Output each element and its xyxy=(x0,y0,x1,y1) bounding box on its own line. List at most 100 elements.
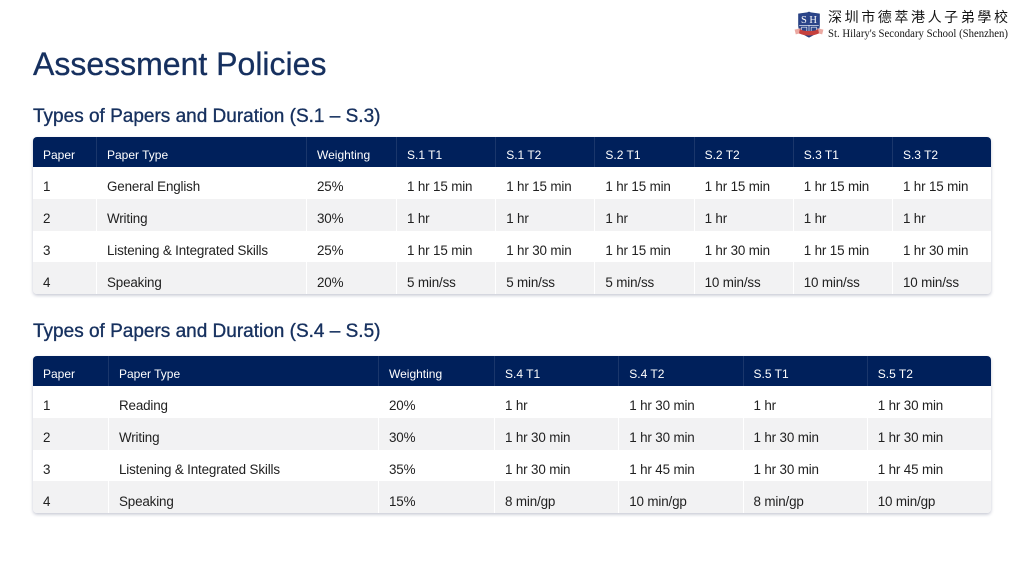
table-cell: 10 min/ss xyxy=(891,262,991,294)
school-name-english: St. Hilary's Secondary School (Shenzhen) xyxy=(828,25,1008,40)
table-cell: Reading xyxy=(108,386,378,418)
table-cell: 2 xyxy=(33,198,96,231)
table-cell: Speaking xyxy=(96,262,306,294)
table-row: 3 Listening & Integrated Skills 25% 1 hr 15… xyxy=(33,230,991,263)
table-cell: 1 hr 30 min xyxy=(494,417,619,450)
table-cell: 1 hr 15 min xyxy=(396,167,496,199)
table-cell: 3 xyxy=(33,230,96,263)
table-cell: 1 xyxy=(33,386,108,418)
table-cell: 1 hr xyxy=(693,198,793,231)
school-name-char: 德 xyxy=(877,11,892,26)
table-cell: 1 hr 30 min xyxy=(618,417,743,450)
school-name-char: 深 xyxy=(828,11,842,26)
table-header-row: Paper Paper Type Weighting S.4 T1 S.4 T2 S.5 … xyxy=(33,356,991,386)
papers-table-s4-s5: Paper Paper Type Weighting S.4 T1 S.4 T2 S.5 … xyxy=(33,356,991,513)
section-heading-s4-s5: Types of Papers and Duration (S.4 – S.5) xyxy=(33,320,381,342)
table-cell: 1 hr xyxy=(594,198,694,231)
table-cell: 1 xyxy=(33,167,96,199)
table-row: 2 Writing 30% 1 hr 30 min 1 hr 30 min 1 hr 30… xyxy=(33,417,991,450)
column-header: Paper xyxy=(33,356,108,386)
table-cell: 25% xyxy=(306,167,396,199)
table-row: 1 General English 25% 1 hr 15 min 1 hr 15 mi… xyxy=(33,167,991,199)
column-header: S.5 T2 xyxy=(866,356,991,386)
table-row: 3 Listening & Integrated Skills 35% 1 hr 30… xyxy=(33,449,991,482)
table-cell: 20% xyxy=(378,386,494,418)
table-cell: 1 hr 30 min xyxy=(618,386,743,418)
school-name-char: 弟 xyxy=(960,11,975,26)
table-header-row: Paper Paper Type Weighting S.1 T1 S.1 T2 S.2 … xyxy=(33,137,991,167)
table-cell: 1 hr 15 min xyxy=(396,230,496,263)
column-header: Weighting xyxy=(306,137,396,167)
table-cell: 8 min/gp xyxy=(742,481,867,513)
table-cell: 1 hr 15 min xyxy=(792,167,892,199)
school-name-char: 人 xyxy=(927,11,942,26)
table-cell: 1 hr 30 min xyxy=(495,230,595,263)
table-cell: 30% xyxy=(378,417,494,450)
school-name-char: 市 xyxy=(861,11,876,26)
column-header: S.2 T1 xyxy=(594,137,694,167)
school-name-char: 萃 xyxy=(894,11,909,26)
table-cell: Writing xyxy=(108,417,378,450)
crest-initials: S H xyxy=(801,15,817,26)
table-cell: 4 xyxy=(33,262,96,294)
table-row: 4 Speaking 20% 5 min/ss 5 min/ss 5 min/ss 10 m… xyxy=(33,262,991,294)
table-cell: 2 xyxy=(33,417,108,450)
table-cell: 1 hr 30 min xyxy=(866,386,991,418)
table-cell: Speaking xyxy=(108,481,378,513)
school-name-char: 校 xyxy=(993,11,1008,26)
table-cell: General English xyxy=(96,167,306,199)
school-name-chinese: 深圳市德萃港人子弟學校 xyxy=(828,10,1008,27)
table-cell: 1 hr xyxy=(494,386,619,418)
table-cell: 1 hr xyxy=(891,198,991,231)
papers-table-s1-s3: Paper Paper Type Weighting S.1 T1 S.1 T2 S.2 … xyxy=(33,137,991,294)
column-header: S.3 T1 xyxy=(792,137,892,167)
table-row: 1 Reading 20% 1 hr 1 hr 30 min 1 hr 1 hr 30 mi… xyxy=(33,386,991,418)
table-cell: 1 hr 15 min xyxy=(792,230,892,263)
table-cell: 1 hr xyxy=(495,198,595,231)
table-cell: 1 hr 15 min xyxy=(594,230,694,263)
table-cell: 1 hr 30 min xyxy=(866,417,991,450)
page-title: Assessment Policies xyxy=(33,45,327,82)
table-cell: 15% xyxy=(378,481,494,513)
table-cell: 1 hr 30 min xyxy=(891,230,991,263)
table-cell: 10 min/gp xyxy=(866,481,991,513)
table-cell: 1 hr 30 min xyxy=(742,449,867,482)
table-cell: 1 hr 15 min xyxy=(495,167,595,199)
table-cell: 10 min/ss xyxy=(693,262,793,294)
column-header: S.4 T2 xyxy=(618,356,743,386)
table-cell: Listening & Integrated Skills xyxy=(108,449,378,482)
table-cell: 1 hr 30 min xyxy=(494,449,619,482)
table-cell: 1 hr xyxy=(792,198,892,231)
column-header: Paper Type xyxy=(108,356,378,386)
table-cell: Writing xyxy=(96,198,306,231)
column-header: S.5 T1 xyxy=(742,356,867,386)
table-cell: 20% xyxy=(306,262,396,294)
table-row: 4 Speaking 15% 8 min/gp 10 min/gp 8 min/gp 10 … xyxy=(33,481,991,513)
column-header: S.3 T2 xyxy=(891,137,991,167)
school-name-char: 子 xyxy=(944,11,959,26)
column-header: S.4 T1 xyxy=(494,356,619,386)
table-cell: Listening & Integrated Skills xyxy=(96,230,306,263)
table-cell: 1 hr 30 min xyxy=(693,230,793,263)
column-header: S.1 T1 xyxy=(396,137,496,167)
table-cell: 1 hr 15 min xyxy=(891,167,991,199)
school-brand: S H 深圳市德萃港人子弟學校 St. Hilary's Secondary S… xyxy=(792,0,1012,48)
column-header: Paper Type xyxy=(96,137,306,167)
section-heading-s1-s3: Types of Papers and Duration (S.1 – S.3) xyxy=(33,105,381,127)
table-cell: 1 hr 15 min xyxy=(693,167,793,199)
table-cell: 25% xyxy=(306,230,396,263)
table-cell: 1 hr xyxy=(742,386,867,418)
table-s4-s5: Paper Paper Type Weighting S.4 T1 S.4 T2 S.5 … xyxy=(33,356,991,513)
school-name-char: 學 xyxy=(977,11,992,26)
school-name-char: 港 xyxy=(910,11,925,26)
column-header: Weighting xyxy=(378,356,494,386)
column-header: S.2 T2 xyxy=(693,137,793,167)
column-header: S.1 T2 xyxy=(495,137,595,167)
table-cell: 5 min/ss xyxy=(495,262,595,294)
table-cell: 35% xyxy=(378,449,494,482)
table-cell: 1 hr 45 min xyxy=(866,449,991,482)
table-cell: 1 hr 15 min xyxy=(594,167,694,199)
table-cell: 1 hr 30 min xyxy=(742,417,867,450)
table-cell: 30% xyxy=(306,198,396,231)
